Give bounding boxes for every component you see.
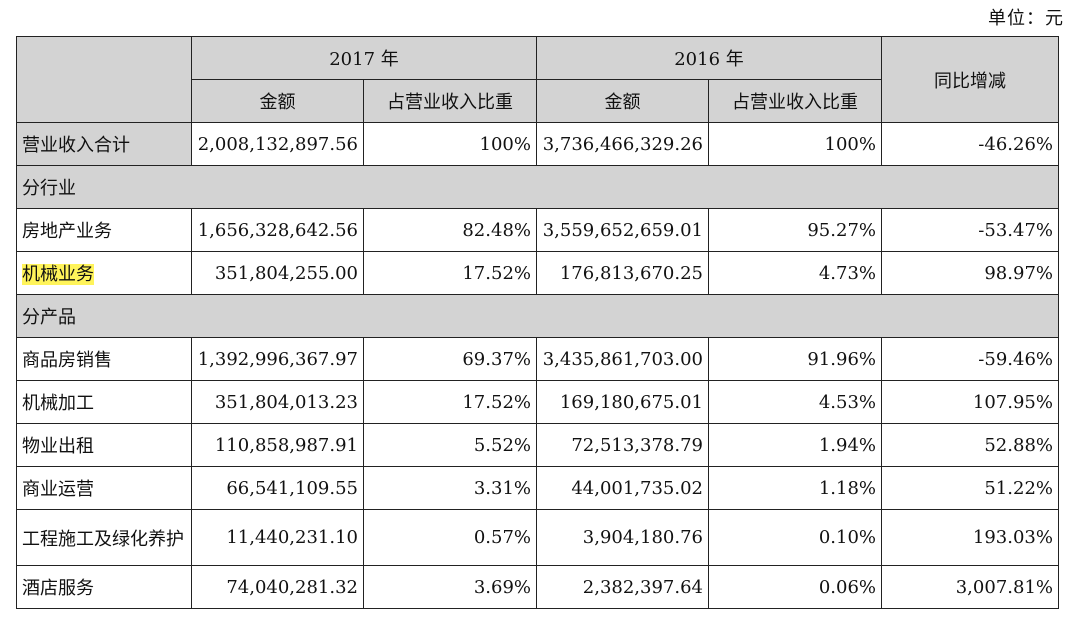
- ratio-2017: 17.52%: [363, 251, 537, 295]
- row-label: 酒店服务: [16, 565, 192, 609]
- ratio-2016: 4.53%: [708, 380, 882, 424]
- amount-2016: 169,180,675.01: [536, 380, 709, 424]
- amount-2017: 351,804,255.00: [191, 251, 364, 295]
- yoy-change: 107.95%: [881, 380, 1059, 424]
- row-label: 房地产业务: [16, 208, 192, 252]
- amount-2017: 11,440,231.10: [191, 509, 364, 566]
- amount-2016: 44,001,735.02: [536, 466, 709, 510]
- header-ratio-2017: 占营业收入比重: [363, 79, 537, 123]
- table-row: 工程施工及绿化养护 11,440,231.10 0.57% 3,904,180.…: [16, 509, 1059, 566]
- total-row: 营业收入合计 2,008,132,897.56 100% 3,736,466,3…: [16, 122, 1059, 166]
- row-label: 工程施工及绿化养护: [16, 509, 192, 566]
- amount-2016: 3,736,466,329.26: [536, 122, 709, 166]
- row-label: 物业出租: [16, 423, 192, 467]
- ratio-2016: 1.94%: [708, 423, 882, 467]
- row-label: 商品房销售: [16, 337, 192, 381]
- ratio-2016: 0.06%: [708, 565, 882, 609]
- yoy-change: 51.22%: [881, 466, 1059, 510]
- section-label: 分行业: [16, 165, 1059, 209]
- ratio-2016: 4.73%: [708, 251, 882, 295]
- header-corner: [16, 36, 192, 123]
- section-row-product: 分产品: [16, 294, 1059, 338]
- yoy-change: 52.88%: [881, 423, 1059, 467]
- amount-2017: 74,040,281.32: [191, 565, 364, 609]
- header-year-2017: 2017 年: [191, 36, 537, 80]
- ratio-2017: 3.69%: [363, 565, 537, 609]
- amount-2016: 176,813,670.25: [536, 251, 709, 295]
- yoy-change: 3,007.81%: [881, 565, 1059, 609]
- amount-2017: 1,656,328,642.56: [191, 208, 364, 252]
- ratio-2017: 69.37%: [363, 337, 537, 381]
- header-amount-2017: 金额: [191, 79, 364, 123]
- yoy-change: -59.46%: [881, 337, 1059, 381]
- ratio-2017: 0.57%: [363, 509, 537, 566]
- unit-label: 单位：元: [988, 8, 1064, 29]
- ratio-2017: 82.48%: [363, 208, 537, 252]
- ratio-2017: 17.52%: [363, 380, 537, 424]
- header-yoy: 同比增减: [881, 36, 1059, 123]
- header-row-years: 2017 年 2016 年 同比增减: [16, 36, 1059, 123]
- section-row-industry: 分行业: [16, 165, 1059, 209]
- yoy-change: -46.26%: [881, 122, 1059, 166]
- row-label: 机械加工: [16, 380, 192, 424]
- amount-2017: 66,541,109.55: [191, 466, 364, 510]
- amount-2016: 2,382,397.64: [536, 565, 709, 609]
- amount-2016: 3,559,652,659.01: [536, 208, 709, 252]
- highlighted-label: 机械业务: [22, 264, 94, 285]
- row-label-highlighted: 机械业务: [16, 251, 192, 295]
- ratio-2016: 95.27%: [708, 208, 882, 252]
- section-label: 分产品: [16, 294, 1059, 338]
- ratio-2017: 100%: [363, 122, 537, 166]
- amount-2017: 351,804,013.23: [191, 380, 364, 424]
- table-row: 物业出租 110,858,987.91 5.52% 72,513,378.79 …: [16, 423, 1059, 467]
- ratio-2016: 91.96%: [708, 337, 882, 381]
- amount-2017: 2,008,132,897.56: [191, 122, 364, 166]
- ratio-2016: 1.18%: [708, 466, 882, 510]
- revenue-table: 2017 年 2016 年 同比增减 金额 占营业收入比重 金额 占营业收入比重…: [16, 36, 1059, 609]
- table-row: 商品房销售 1,392,996,367.97 69.37% 3,435,861,…: [16, 337, 1059, 381]
- table-row: 酒店服务 74,040,281.32 3.69% 2,382,397.64 0.…: [16, 565, 1059, 609]
- amount-2017: 1,392,996,367.97: [191, 337, 364, 381]
- amount-2016: 3,904,180.76: [536, 509, 709, 566]
- header-amount-2016: 金额: [536, 79, 709, 123]
- yoy-change: -53.47%: [881, 208, 1059, 252]
- yoy-change: 193.03%: [881, 509, 1059, 566]
- table-row: 商业运营 66,541,109.55 3.31% 44,001,735.02 1…: [16, 466, 1059, 510]
- table-row: 机械加工 351,804,013.23 17.52% 169,180,675.0…: [16, 380, 1059, 424]
- ratio-2017: 3.31%: [363, 466, 537, 510]
- table-row: 房地产业务 1,656,328,642.56 82.48% 3,559,652,…: [16, 208, 1059, 252]
- ratio-2017: 5.52%: [363, 423, 537, 467]
- ratio-2016: 100%: [708, 122, 882, 166]
- amount-2016: 72,513,378.79: [536, 423, 709, 467]
- table-row: 机械业务 351,804,255.00 17.52% 176,813,670.2…: [16, 251, 1059, 295]
- amount-2016: 3,435,861,703.00: [536, 337, 709, 381]
- header-year-2016: 2016 年: [536, 36, 882, 80]
- header-ratio-2016: 占营业收入比重: [708, 79, 882, 123]
- row-label: 营业收入合计: [16, 122, 192, 166]
- amount-2017: 110,858,987.91: [191, 423, 364, 467]
- row-label: 商业运营: [16, 466, 192, 510]
- ratio-2016: 0.10%: [708, 509, 882, 566]
- yoy-change: 98.97%: [881, 251, 1059, 295]
